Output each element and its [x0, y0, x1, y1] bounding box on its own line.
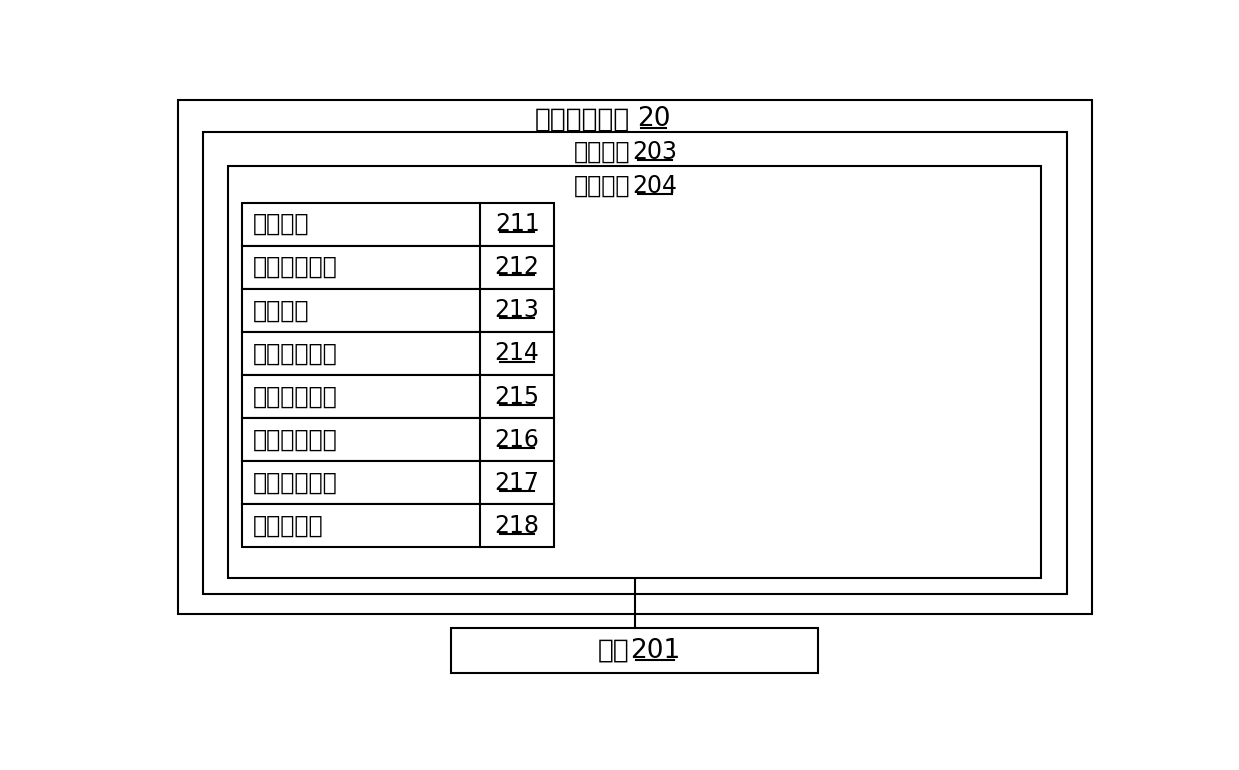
Text: 201: 201: [629, 638, 680, 664]
Text: 217: 217: [494, 470, 540, 495]
Bar: [242, 289, 554, 332]
Text: 20: 20: [637, 106, 670, 132]
Bar: [228, 166, 1042, 578]
Text: 213: 213: [494, 298, 540, 323]
Text: 夹带相密度: 夹带相密度: [253, 514, 323, 538]
Text: 处理系统: 处理系统: [574, 139, 631, 164]
Text: 存储系统: 存储系统: [574, 173, 629, 198]
Text: 215: 215: [494, 384, 540, 409]
Text: 计算驱动功率: 计算驱动功率: [253, 341, 337, 366]
Bar: [242, 246, 554, 289]
Bar: [178, 100, 1092, 614]
Text: 211: 211: [494, 212, 539, 236]
Text: 测量二相密度: 测量二相密度: [253, 255, 337, 280]
Text: 预测驱动功率: 预测驱动功率: [253, 470, 337, 495]
Text: 203: 203: [633, 139, 678, 164]
Text: 液体密度: 液体密度: [253, 298, 309, 323]
Bar: [242, 504, 554, 547]
Text: 212: 212: [494, 255, 540, 280]
Text: 216: 216: [494, 427, 540, 452]
Bar: [242, 461, 554, 504]
Bar: [242, 418, 554, 461]
Text: 204: 204: [632, 173, 678, 198]
Text: 密度补偿系数: 密度补偿系数: [253, 384, 337, 409]
Text: 仪表电子装置: 仪表电子装置: [535, 106, 631, 132]
Bar: [203, 132, 1067, 594]
Bar: [242, 332, 554, 375]
Bar: [451, 628, 818, 673]
Bar: [242, 375, 554, 418]
Text: 218: 218: [494, 514, 540, 538]
Text: 214: 214: [494, 341, 540, 366]
Text: 补偿二相密度: 补偿二相密度: [253, 427, 337, 452]
Text: 接口: 接口: [598, 638, 629, 664]
Text: 振动响应: 振动响应: [253, 212, 309, 236]
Bar: [242, 203, 554, 246]
